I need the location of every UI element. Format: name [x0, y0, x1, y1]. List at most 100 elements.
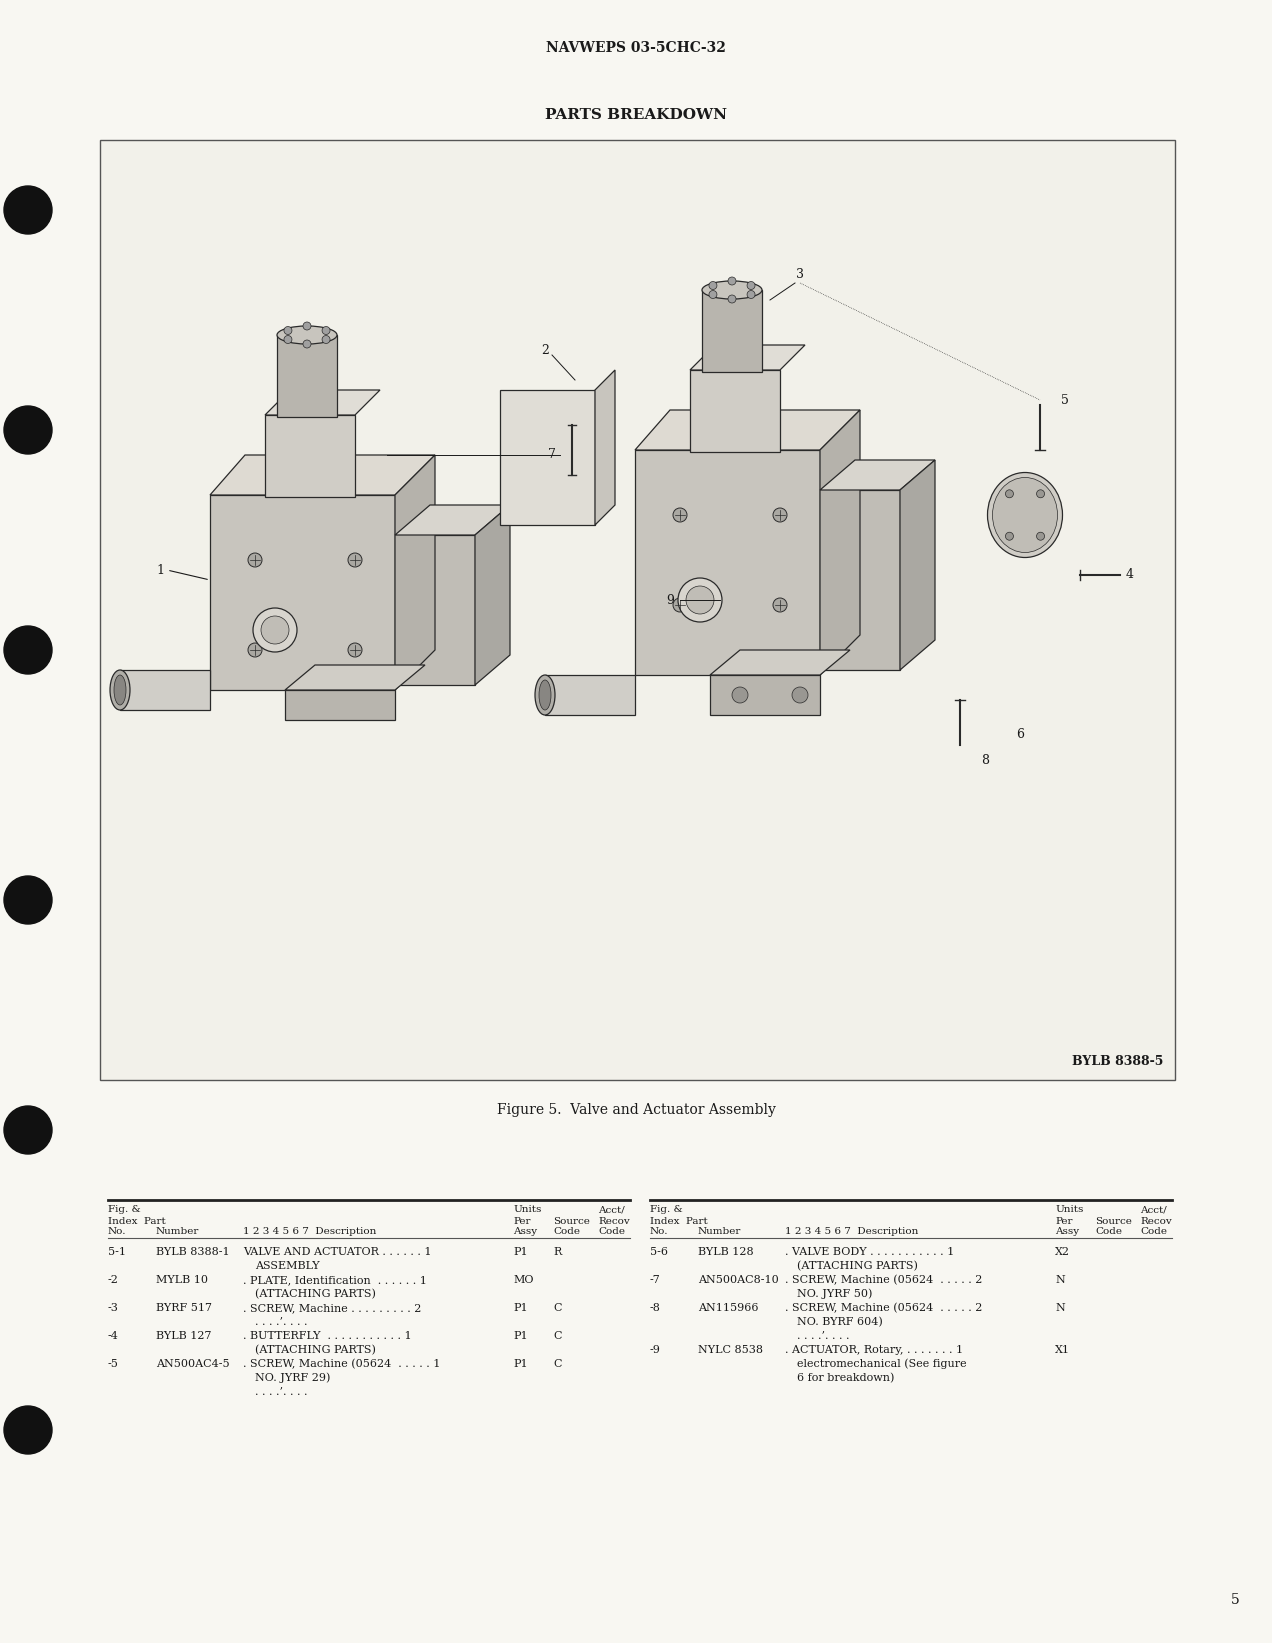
Text: . PLATE, Identification  . . . . . . 1: . PLATE, Identification . . . . . . 1: [243, 1275, 427, 1285]
Text: NO. JYRF 29): NO. JYRF 29): [254, 1372, 331, 1383]
Circle shape: [4, 876, 52, 923]
Bar: [500, 389, 595, 526]
Text: NO. BYRF 604): NO. BYRF 604): [798, 1316, 883, 1328]
Bar: [210, 495, 396, 690]
Text: 6 for breakdown): 6 for breakdown): [798, 1374, 894, 1383]
Text: . VALVE BODY . . . . . . . . . . . 1: . VALVE BODY . . . . . . . . . . . 1: [785, 1247, 954, 1257]
Text: C: C: [553, 1359, 561, 1369]
Text: 1 2 3 4 5 6 7  Description: 1 2 3 4 5 6 7 Description: [243, 1227, 377, 1237]
Text: 2: 2: [541, 343, 550, 357]
Text: BYRF 517: BYRF 517: [156, 1303, 212, 1313]
Text: Index  Part: Index Part: [108, 1216, 165, 1226]
Text: -7: -7: [650, 1275, 660, 1285]
Text: N: N: [1054, 1275, 1065, 1285]
Circle shape: [673, 508, 687, 522]
Circle shape: [1037, 532, 1044, 541]
Circle shape: [1005, 490, 1014, 498]
Text: Acct/: Acct/: [1140, 1206, 1166, 1214]
Text: Recov: Recov: [598, 1216, 630, 1226]
Text: AN500AC4-5: AN500AC4-5: [156, 1359, 230, 1369]
Circle shape: [4, 186, 52, 233]
Text: 8: 8: [981, 754, 990, 767]
Text: . SCREW, Machine (05624  . . . . . 1: . SCREW, Machine (05624 . . . . . 1: [243, 1359, 440, 1369]
Polygon shape: [396, 504, 510, 536]
Text: Source: Source: [553, 1216, 590, 1226]
Bar: [689, 370, 780, 452]
Text: P1: P1: [513, 1331, 528, 1341]
Circle shape: [1005, 532, 1014, 541]
Ellipse shape: [702, 281, 762, 299]
Text: 3: 3: [796, 268, 804, 281]
Text: Number: Number: [156, 1227, 200, 1237]
Text: Per: Per: [1054, 1216, 1072, 1226]
Circle shape: [747, 281, 756, 289]
Bar: [710, 675, 820, 715]
Text: Code: Code: [1095, 1227, 1122, 1237]
Text: Units: Units: [1054, 1206, 1084, 1214]
Polygon shape: [710, 651, 850, 675]
Ellipse shape: [114, 675, 126, 705]
Ellipse shape: [539, 680, 551, 710]
Circle shape: [253, 608, 296, 652]
Text: Fig. &: Fig. &: [650, 1206, 683, 1214]
Text: ASSEMBLY: ASSEMBLY: [254, 1260, 319, 1272]
Text: N: N: [1054, 1303, 1065, 1313]
Text: C: C: [553, 1331, 561, 1341]
Text: Figure 5.  Valve and Actuator Assembly: Figure 5. Valve and Actuator Assembly: [496, 1102, 776, 1117]
Text: Assy: Assy: [513, 1227, 537, 1237]
Circle shape: [1037, 490, 1044, 498]
Polygon shape: [210, 455, 435, 495]
Text: 1: 1: [156, 564, 164, 577]
Polygon shape: [901, 460, 935, 670]
Text: . SCREW, Machine . . . . . . . . . 2: . SCREW, Machine . . . . . . . . . 2: [243, 1303, 421, 1313]
Text: NO. JYRF 50): NO. JYRF 50): [798, 1288, 873, 1300]
Polygon shape: [595, 370, 614, 526]
Text: No.: No.: [650, 1227, 669, 1237]
Circle shape: [4, 626, 52, 674]
Text: Code: Code: [1140, 1227, 1166, 1237]
Circle shape: [303, 340, 310, 348]
Text: -4: -4: [108, 1331, 118, 1341]
Bar: [396, 536, 474, 685]
Text: MO: MO: [513, 1275, 533, 1285]
Circle shape: [248, 642, 262, 657]
Circle shape: [303, 322, 310, 330]
Text: Code: Code: [553, 1227, 580, 1237]
Circle shape: [709, 281, 717, 289]
Circle shape: [4, 1106, 52, 1153]
Polygon shape: [285, 665, 425, 690]
Text: Recov: Recov: [1140, 1216, 1172, 1226]
Text: 6: 6: [1016, 728, 1024, 741]
Circle shape: [728, 296, 736, 302]
Text: NAVWEPS 03-5CHC-32: NAVWEPS 03-5CHC-32: [546, 41, 726, 54]
Polygon shape: [635, 411, 860, 450]
Text: Code: Code: [598, 1227, 625, 1237]
Circle shape: [4, 1406, 52, 1454]
Text: -5: -5: [108, 1359, 118, 1369]
Circle shape: [747, 291, 756, 299]
Text: (ATTACHING PARTS): (ATTACHING PARTS): [254, 1288, 375, 1300]
Circle shape: [349, 554, 363, 567]
Text: . ACTUATOR, Rotary, . . . . . . . 1: . ACTUATOR, Rotary, . . . . . . . 1: [785, 1346, 963, 1355]
Circle shape: [792, 687, 808, 703]
Bar: [702, 291, 762, 371]
Polygon shape: [544, 675, 635, 715]
Text: AN115966: AN115966: [698, 1303, 758, 1313]
Circle shape: [686, 587, 714, 614]
Circle shape: [4, 406, 52, 453]
Polygon shape: [265, 389, 380, 416]
Text: BYLB 128: BYLB 128: [698, 1247, 753, 1257]
Text: PARTS BREAKDOWN: PARTS BREAKDOWN: [544, 108, 728, 122]
Text: Number: Number: [698, 1227, 742, 1237]
Circle shape: [709, 291, 717, 299]
Text: 5: 5: [1230, 1594, 1239, 1607]
Text: . . . .’. . . .: . . . .’. . . .: [798, 1331, 850, 1341]
Text: Fig. &: Fig. &: [108, 1206, 141, 1214]
Text: C: C: [553, 1303, 561, 1313]
Text: X2: X2: [1054, 1247, 1070, 1257]
Text: Units: Units: [513, 1206, 542, 1214]
Text: . BUTTERFLY  . . . . . . . . . . . 1: . BUTTERFLY . . . . . . . . . . . 1: [243, 1331, 412, 1341]
Text: P1: P1: [513, 1359, 528, 1369]
Text: Per: Per: [513, 1216, 530, 1226]
Bar: [820, 490, 901, 670]
